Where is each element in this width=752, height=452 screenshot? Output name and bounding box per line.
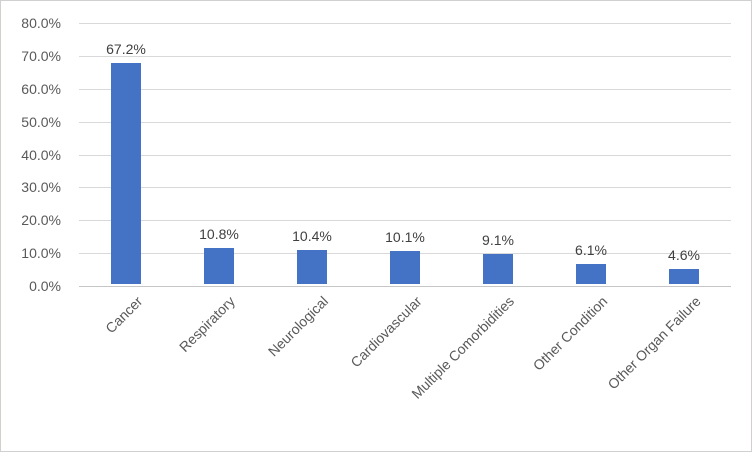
data-label-cardiovascular: 10.1% bbox=[385, 229, 425, 245]
bar-multiple-comorbidities bbox=[483, 254, 513, 284]
gridline bbox=[79, 220, 731, 221]
y-axis-tick-label: 0.0% bbox=[29, 278, 61, 294]
bar-other-organ-failure bbox=[669, 269, 699, 284]
data-label-cancer: 67.2% bbox=[106, 41, 146, 57]
x-axis-label-neurological: Neurological bbox=[264, 293, 332, 360]
gridline bbox=[79, 155, 731, 156]
gridline bbox=[79, 89, 731, 90]
x-axis-line bbox=[79, 286, 731, 287]
data-label-multiple-comorbidities: 9.1% bbox=[482, 232, 514, 248]
y-axis-tick-label: 70.0% bbox=[21, 48, 61, 64]
x-axis-label-cancer: Cancer bbox=[102, 293, 146, 337]
gridline bbox=[79, 122, 731, 123]
x-axis-label-other-organ-failure: Other Organ Failure bbox=[603, 293, 704, 393]
y-axis-tick-label: 40.0% bbox=[21, 147, 61, 163]
gridline bbox=[79, 187, 731, 188]
data-label-neurological: 10.4% bbox=[292, 228, 332, 244]
x-axis-label-multiple-comorbidities: Multiple Comorbidities bbox=[408, 293, 518, 402]
y-axis-tick-label: 60.0% bbox=[21, 81, 61, 97]
bar-cardiovascular bbox=[390, 251, 420, 284]
y-axis-tick-label: 50.0% bbox=[21, 114, 61, 130]
gridline bbox=[79, 56, 731, 57]
bar-other-condition bbox=[576, 264, 606, 284]
data-label-respiratory: 10.8% bbox=[199, 226, 239, 242]
y-axis-tick-label: 30.0% bbox=[21, 179, 61, 195]
bar-respiratory bbox=[204, 248, 234, 284]
gridline bbox=[79, 23, 731, 24]
data-label-other-organ-failure: 4.6% bbox=[668, 247, 700, 263]
bar-neurological bbox=[297, 250, 327, 284]
x-axis-label-other-condition: Other Condition bbox=[529, 293, 611, 374]
x-axis-label-respiratory: Respiratory bbox=[176, 293, 239, 355]
y-axis-tick-label: 10.0% bbox=[21, 245, 61, 261]
y-axis-tick-label: 20.0% bbox=[21, 212, 61, 228]
x-axis-label-cardiovascular: Cardiovascular bbox=[346, 293, 425, 371]
data-label-other-condition: 6.1% bbox=[575, 242, 607, 258]
y-axis-tick-label: 80.0% bbox=[21, 15, 61, 31]
bar-cancer bbox=[111, 63, 141, 284]
